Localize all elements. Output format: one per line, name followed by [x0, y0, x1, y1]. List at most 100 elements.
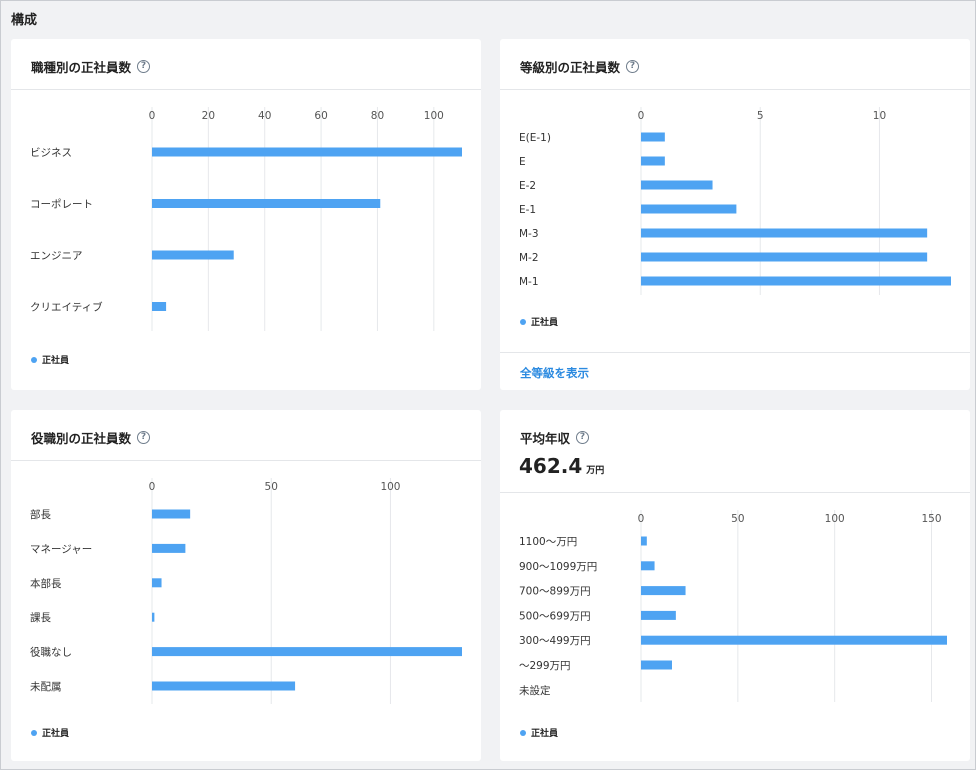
legend-marker: [31, 729, 37, 736]
x-tick-label: 20: [202, 110, 215, 122]
grade-chart: 0 5 10 E(E-1) E E-2 E-1 M-3 M-2 M-1: [519, 107, 951, 295]
grade-card: 等級別の正社員数 ? 0 5 10 E(E-1) E E-2 E-1 M-3 M-2 M-1 正社…: [500, 39, 970, 390]
bar: [152, 612, 155, 622]
bar: [641, 228, 928, 238]
legend-marker: [31, 356, 37, 363]
x-tick-label: 60: [314, 110, 327, 122]
job-type-legend: 正社員: [31, 353, 69, 366]
legend-label: 正社員: [531, 318, 559, 328]
card-divider: [500, 352, 970, 353]
grade-card-title: 等級別の正社員数: [520, 60, 621, 75]
x-tick-label: 100: [424, 110, 444, 122]
category-label: 未設定: [519, 684, 551, 697]
bar: [641, 635, 947, 645]
category-label: ビジネス: [30, 147, 72, 159]
category-label: 300〜499万円: [519, 635, 591, 647]
bar: [641, 156, 665, 166]
bar: [152, 509, 191, 519]
grade-card-header: 等級別の正社員数 ?: [520, 57, 640, 76]
bar: [641, 536, 647, 546]
show-all-grades-link[interactable]: 全等級を表示: [520, 366, 589, 380]
x-tick-label: 5: [757, 110, 764, 122]
bar: [152, 681, 296, 691]
legend-label: 正社員: [531, 729, 559, 739]
help-icon[interactable]: ?: [626, 60, 640, 73]
category-label: 未配属: [30, 681, 62, 693]
x-tick-label: 50: [731, 513, 744, 525]
salary-legend: 正社員: [520, 726, 558, 739]
bar: [152, 543, 186, 553]
x-tick-label: 0: [149, 110, 156, 122]
average-salary: 462.4 万円: [519, 454, 604, 478]
category-label: M-3: [519, 228, 539, 240]
salary-card-header: 平均年収 ?: [520, 428, 590, 447]
help-icon[interactable]: ?: [137, 431, 151, 444]
salary-chart: 0 50 100 150 1100〜万円 900〜1099万円 700〜899万円 500〜6…: [519, 510, 947, 702]
card-divider: [500, 492, 970, 493]
category-label: クリエイティブ: [30, 301, 103, 314]
bar: [641, 276, 951, 286]
category-label: 900〜1099万円: [519, 561, 597, 573]
legend-label: 正社員: [42, 729, 70, 739]
job-type-card-header: 職種別の正社員数 ?: [31, 57, 151, 76]
category-label: 部長: [30, 508, 51, 521]
job-type-card: 職種別の正社員数 ? 0 20 40 60 80 100 ビジネスコーポレート エンジニアクリ…: [11, 39, 481, 390]
category-label: エンジニア: [30, 250, 83, 262]
card-divider: [11, 460, 481, 461]
x-tick-label: 40: [258, 110, 271, 122]
average-salary-unit: 万円: [586, 466, 605, 476]
card-divider: [500, 89, 970, 90]
x-tick-label: 150: [921, 513, 941, 525]
bar: [152, 302, 167, 311]
salary-card: 平均年収 ? 462.4 万円 0 50 100 150 1100〜万円 900〜1099…: [500, 410, 970, 761]
job-type-card-title: 職種別の正社員数: [31, 60, 132, 75]
bar: [641, 660, 672, 670]
category-label: コーポレート: [30, 199, 93, 211]
bar: [152, 199, 381, 208]
x-tick-label: 0: [149, 481, 156, 493]
position-card-title: 役職別の正社員数: [31, 431, 132, 446]
legend-label: 正社員: [42, 356, 70, 366]
bar: [152, 250, 234, 260]
help-icon[interactable]: ?: [576, 431, 590, 444]
bar: [641, 561, 655, 571]
category-label: 500〜699万円: [519, 610, 591, 622]
x-tick-label: 100: [380, 481, 400, 493]
bar: [641, 586, 686, 596]
bar: [641, 252, 928, 262]
average-salary-value: 462.4: [519, 454, 583, 478]
bar: [641, 204, 737, 214]
bar: [641, 132, 665, 142]
category-label: 〜299万円: [519, 660, 571, 672]
position-card: 役職別の正社員数 ? 0 50 100 部長 マネージャー 本部長 課長 役職なし 未配属 正社…: [11, 410, 481, 761]
category-label: E: [519, 156, 526, 168]
x-tick-label: 50: [265, 481, 278, 493]
x-tick-label: 100: [825, 513, 845, 525]
category-label: M-1: [519, 276, 539, 288]
salary-card-title: 平均年収: [520, 431, 571, 446]
help-icon[interactable]: ?: [137, 60, 151, 73]
bar: [152, 647, 462, 657]
x-tick-label: 80: [371, 110, 384, 122]
category-label: 役職なし: [30, 646, 72, 659]
category-label: 本部長: [30, 577, 62, 590]
position-legend: 正社員: [31, 726, 69, 739]
bar: [152, 578, 162, 588]
category-label: E(E-1): [519, 132, 551, 144]
x-tick-label: 10: [873, 110, 886, 122]
position-card-header: 役職別の正社員数 ?: [31, 428, 151, 447]
legend-marker: [520, 729, 526, 736]
section-title: 構成: [11, 13, 38, 28]
category-label: E-1: [519, 204, 536, 216]
category-label: マネージャー: [30, 543, 92, 555]
x-tick-label: 0: [638, 513, 645, 525]
x-tick-label: 0: [638, 110, 645, 122]
category-label: E-2: [519, 180, 536, 192]
bar: [641, 610, 676, 620]
category-label: 700〜899万円: [519, 586, 591, 598]
legend-marker: [520, 318, 526, 325]
category-label: M-2: [519, 252, 539, 264]
card-divider: [11, 89, 481, 90]
